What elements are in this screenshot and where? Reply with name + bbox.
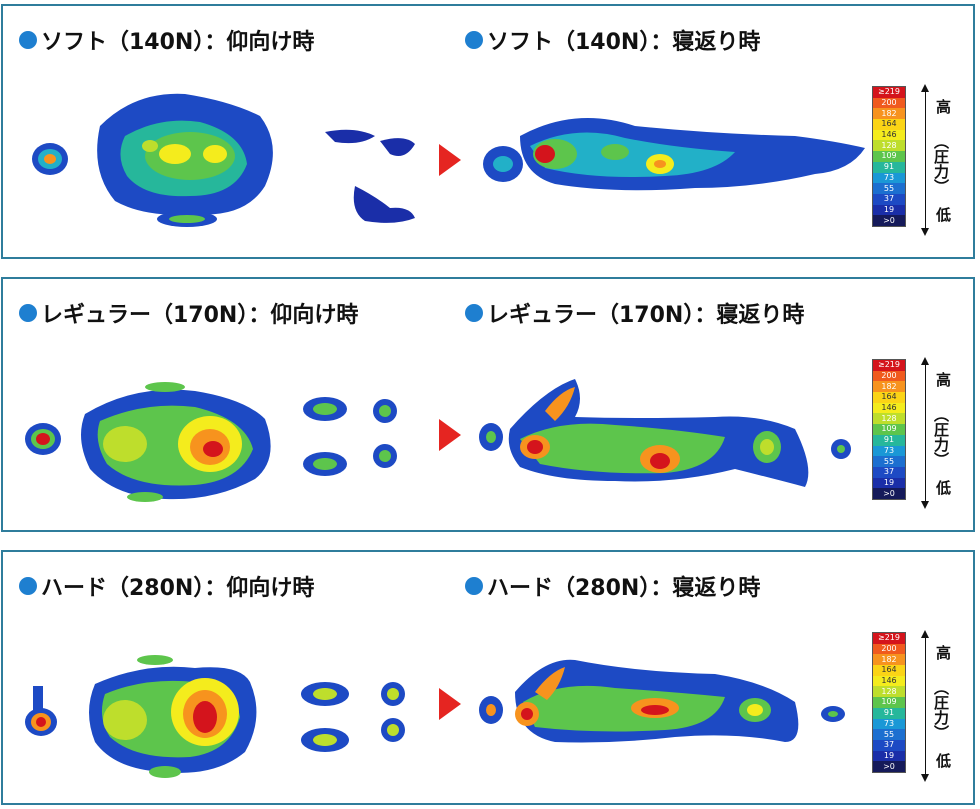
title-text: レギュラー（170N）：仰向け時 [41, 303, 359, 328]
scale-high-label: 高 [935, 98, 951, 116]
legend-label: 91 [873, 707, 905, 719]
scale-line [925, 359, 926, 507]
legend-label: 73 [873, 172, 905, 184]
scale-low-label: 低 [935, 752, 951, 770]
supine-pressure-image [25, 382, 397, 502]
legend-label: 19 [873, 750, 905, 762]
arrow-down-icon [921, 774, 929, 782]
supine-pressure-image [32, 93, 415, 227]
pressure-map-hard [25, 655, 845, 778]
legend-label: 73 [873, 718, 905, 730]
pressure-scale-axis: 高 （圧力） 低 [921, 630, 951, 782]
arrow-right-icon [439, 419, 461, 451]
pressure-map-soft [32, 93, 865, 227]
arrow-down-icon [921, 501, 929, 509]
bullet-icon [465, 31, 483, 49]
title-soft-supine: ソフト（140N）：仰向け時 [19, 24, 314, 56]
title-text: ハード（280N）：仰向け時 [41, 576, 315, 601]
title-text: ハード（280N）：寝返り時 [487, 576, 761, 601]
title-hard-supine: ハード（280N）：仰向け時 [19, 570, 314, 602]
panel-soft: ソフト（140N）：仰向け時 ソフト（140N）：寝返り時 [1, 4, 975, 259]
legend-label: 146 [873, 402, 905, 414]
supine-pressure-image [25, 655, 405, 778]
legend-label: 37 [873, 739, 905, 751]
title-regular-rollover: レギュラー（170N）：寝返り時 [465, 297, 804, 329]
title-regular-supine: レギュラー（170N）：仰向け時 [19, 297, 358, 329]
legend-label: 109 [873, 151, 905, 162]
pressure-legend: ≥219 200 182 164 146 128 109 91 73 55 37… [872, 632, 906, 773]
rollover-pressure-image [479, 659, 845, 743]
scale-pressure-label: （圧力） [932, 134, 950, 194]
legend-label: 146 [873, 129, 905, 141]
legend-label: 109 [873, 424, 905, 435]
legend-label: 164 [873, 119, 905, 130]
legend-label: ≥219 [873, 87, 905, 98]
legend-label: 128 [873, 686, 905, 698]
scale-pressure-label: （圧力） [932, 680, 950, 740]
legend-label: 200 [873, 97, 905, 109]
legend-label: >0 [873, 215, 905, 226]
legend-label: 91 [873, 434, 905, 446]
legend-label: 19 [873, 477, 905, 489]
arrow-up-icon [921, 357, 929, 365]
pressure-map-regular [25, 379, 851, 502]
title-text: ソフト（140N）：仰向け時 [41, 30, 315, 55]
pressure-legend: ≥219 200 182 164 146 128 109 91 73 55 37… [872, 86, 906, 227]
pressure-scale-axis: 高 （圧力） 低 [921, 84, 951, 236]
title-text: ソフト（140N）：寝返り時 [487, 30, 761, 55]
title-text: レギュラー（170N）：寝返り時 [487, 303, 805, 328]
arrow-down-icon [921, 228, 929, 236]
bullet-icon [465, 304, 483, 322]
title-soft-rollover: ソフト（140N）：寝返り時 [465, 24, 760, 56]
legend-label: 128 [873, 413, 905, 425]
legend-label: 37 [873, 193, 905, 205]
scale-pressure-label: （圧力） [932, 407, 950, 467]
legend-label: 182 [873, 381, 905, 393]
legend-label: 37 [873, 466, 905, 478]
pressure-legend: ≥219 200 182 164 146 128 109 91 73 55 37… [872, 359, 906, 500]
legend-label: >0 [873, 761, 905, 772]
pressure-scale-axis: 高 （圧力） 低 [921, 357, 951, 509]
panel-regular: レギュラー（170N）：仰向け時 レギュラー（170N）：寝返り時 [1, 277, 975, 532]
legend-label: 73 [873, 445, 905, 457]
legend-label: 146 [873, 675, 905, 687]
legend-label: 109 [873, 697, 905, 708]
bullet-icon [465, 577, 483, 595]
legend-label: 200 [873, 370, 905, 382]
legend-label: 55 [873, 183, 905, 194]
panel-hard: ハード（280N）：仰向け時 ハード（280N）：寝返り時 [1, 550, 975, 805]
rollover-pressure-image [479, 379, 851, 487]
scale-line [925, 632, 926, 780]
bullet-icon [19, 304, 37, 322]
legend-label: >0 [873, 488, 905, 499]
legend-label: 164 [873, 392, 905, 403]
rollover-pressure-image [483, 118, 865, 191]
scale-low-label: 低 [935, 479, 951, 497]
arrow-up-icon [921, 630, 929, 638]
legend-label: 200 [873, 643, 905, 655]
arrow-right-icon [439, 144, 461, 176]
legend-label: ≥219 [873, 360, 905, 371]
scale-high-label: 高 [935, 371, 951, 389]
legend-label: 91 [873, 161, 905, 173]
legend-label: ≥219 [873, 633, 905, 644]
bullet-icon [19, 577, 37, 595]
title-hard-rollover: ハード（280N）：寝返り時 [465, 570, 760, 602]
legend-label: 182 [873, 108, 905, 120]
legend-label: 182 [873, 654, 905, 666]
legend-label: 55 [873, 456, 905, 467]
bullet-icon [19, 31, 37, 49]
scale-line [925, 86, 926, 234]
arrow-up-icon [921, 84, 929, 92]
legend-label: 128 [873, 140, 905, 152]
legend-label: 55 [873, 729, 905, 740]
legend-label: 164 [873, 665, 905, 676]
legend-label: 19 [873, 204, 905, 216]
scale-low-label: 低 [935, 206, 951, 224]
arrow-right-icon [439, 688, 461, 720]
scale-high-label: 高 [935, 644, 951, 662]
